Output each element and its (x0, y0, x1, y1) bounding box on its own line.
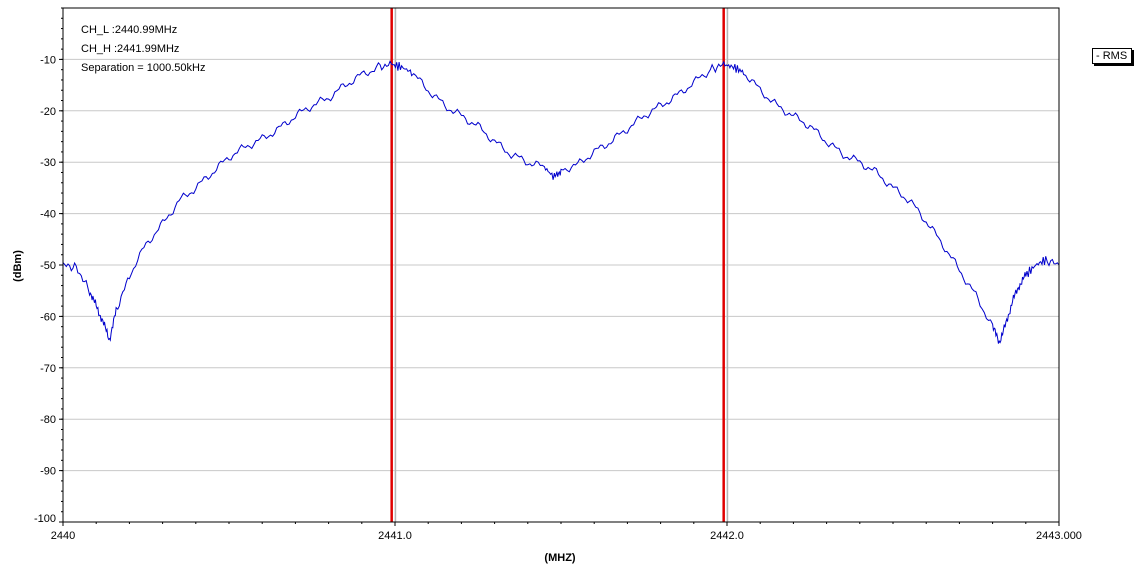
y-tick-label: -90 (40, 466, 56, 478)
x-tick-label: 2442.0 (710, 530, 744, 542)
y-tick-label: -40 (40, 209, 56, 221)
legend-label: RMS (1102, 50, 1128, 62)
y-tick-label: -100 (34, 513, 56, 525)
series-line-rms (62, 60, 1060, 344)
y-axis-title: (dBm) (12, 250, 24, 282)
plot-frame (62, 7, 1060, 523)
legend-line-icon: - (1096, 50, 1100, 62)
legend: - RMS (1092, 48, 1133, 64)
x-tick-label: 2440 (51, 530, 75, 542)
y-tick-label: -10 (40, 54, 56, 66)
annotation-separation: Separation = 1000.50kHz (81, 62, 205, 74)
y-tick-label: -50 (40, 260, 56, 272)
annotation-ch-h: CH_H :2441.99MHz (81, 43, 179, 55)
marker-lines (390, 8, 729, 522)
axis-ticks: -10 -20 -30 -40 -50 -60 -70 -80 -90 -100 2440 2441.… (34, 7, 1082, 542)
series-group (62, 60, 1060, 344)
x-axis-title: (MHZ) (544, 552, 575, 564)
y-tick-label: -60 (40, 311, 56, 323)
grid-lines (63, 8, 1059, 522)
y-tick-label: -70 (40, 363, 56, 375)
x-tick-label: 2443.000 (1036, 530, 1082, 542)
x-tick-label: 2441.0 (378, 530, 412, 542)
y-tick-label: -80 (40, 414, 56, 426)
annotation-group: CH_L :2440.99MHz CH_H :2441.99MHz Separa… (81, 24, 205, 74)
y-tick-label: -30 (40, 157, 56, 169)
annotation-ch-l: CH_L :2440.99MHz (81, 24, 177, 36)
y-tick-label: -20 (40, 106, 56, 118)
